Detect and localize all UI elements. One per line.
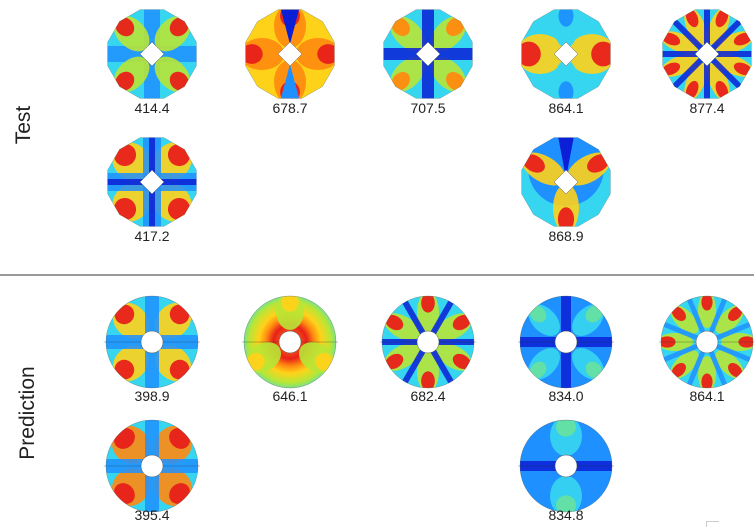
test-mode-shape [383, 9, 473, 99]
prediction-mode-shape [104, 419, 200, 513]
section-divider [0, 274, 754, 276]
test-mode-frequency: 707.5 [410, 100, 446, 116]
test-mode-shape [245, 9, 335, 99]
test-mode-frequency: 417.2 [134, 228, 170, 244]
test-mode-shape [662, 9, 752, 99]
prediction-mode-frequency: 646.1 [272, 388, 308, 404]
prediction-mode-shape [380, 295, 476, 389]
prediction-mode-shape [659, 295, 754, 389]
test-mode-frequency: 678.7 [272, 100, 308, 116]
prediction-mode-shape [104, 295, 200, 389]
prediction-mode-frequency: 834.0 [548, 388, 584, 404]
test-mode-frequency: 414.4 [134, 100, 170, 116]
corner-mark [706, 521, 719, 527]
test-mode-shape [107, 137, 197, 227]
prediction-mode-shape [518, 419, 614, 513]
test-mode-shape [521, 137, 611, 227]
test-mode-frequency: 864.1 [548, 100, 584, 116]
prediction-section-label: Prediction [16, 366, 39, 460]
prediction-mode-frequency: 398.9 [134, 388, 170, 404]
prediction-mode-frequency: 834.8 [548, 507, 584, 523]
test-mode-frequency: 868.9 [548, 228, 584, 244]
prediction-mode-frequency: 682.4 [410, 388, 446, 404]
test-mode-frequency: 877.4 [689, 100, 725, 116]
test-mode-shape [107, 9, 197, 99]
prediction-mode-shape [242, 295, 338, 389]
test-mode-shape [521, 9, 611, 99]
prediction-mode-shape [518, 295, 614, 389]
prediction-mode-frequency: 395.4 [134, 507, 170, 523]
test-section-label: Test [12, 105, 35, 145]
prediction-mode-frequency: 864.1 [689, 388, 725, 404]
